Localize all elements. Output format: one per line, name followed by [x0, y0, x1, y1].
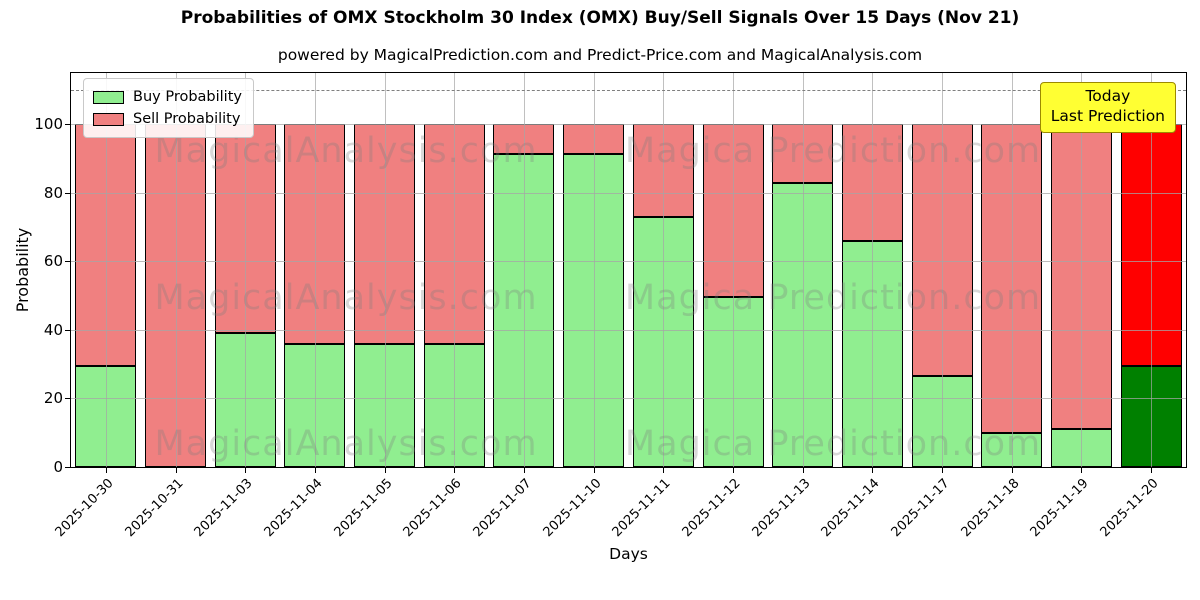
x-tick-mark	[593, 467, 595, 473]
y-tick-label: 40	[43, 320, 63, 339]
x-tick-mark	[802, 467, 804, 473]
h-gridline	[71, 398, 1186, 400]
v-gridline	[593, 73, 595, 467]
today-annotation-line2: Last Prediction	[1050, 107, 1165, 126]
y-tick-mark	[65, 398, 71, 400]
watermark-text: MagicalAnalysis.com	[154, 424, 538, 464]
legend: Buy Probability Sell Probability	[83, 78, 254, 138]
watermark-text: Magica Prediction.com	[624, 424, 1042, 464]
x-tick-mark	[245, 467, 247, 473]
x-axis-title: Days	[609, 545, 648, 563]
x-tick-mark	[454, 467, 456, 473]
y-tick-mark	[65, 192, 71, 194]
x-tick-mark	[105, 467, 107, 473]
x-tick-mark	[523, 467, 525, 473]
sell-swatch-icon	[93, 112, 124, 126]
y-tick-label: 60	[43, 252, 63, 271]
today-annotation-box: Today Last Prediction	[1039, 82, 1176, 133]
h-gridline	[71, 329, 1186, 331]
x-tick-mark	[1151, 467, 1153, 473]
h-gridline	[71, 261, 1186, 263]
y-tick-mark	[65, 329, 71, 331]
h-gridline	[71, 124, 1186, 126]
v-gridline	[1081, 73, 1083, 467]
x-tick-mark	[1011, 467, 1013, 473]
today-annotation-line1: Today	[1085, 87, 1131, 105]
legend-sell-label: Sell Probability	[133, 111, 241, 127]
v-gridline	[733, 73, 735, 467]
y-tick-label: 0	[53, 458, 63, 476]
watermark-text: Magica Prediction.com	[624, 131, 1042, 171]
v-gridline	[1011, 73, 1013, 467]
plot-area: Probability Buy Probability Sell Probabi…	[13, 72, 1187, 563]
v-gridline	[314, 73, 316, 467]
v-gridline	[872, 73, 874, 467]
buy-swatch-icon	[93, 90, 124, 104]
v-gridline	[802, 73, 804, 467]
legend-row-sell: Sell Probability	[93, 108, 242, 130]
chart-subtitle: powered by MagicalPrediction.com and Pre…	[277, 46, 923, 64]
v-gridline	[663, 73, 665, 467]
y-tick-mark	[65, 261, 71, 263]
legend-buy-label: Buy Probability	[133, 89, 242, 105]
x-tick-mark	[314, 467, 316, 473]
y-tick-label: 100	[34, 115, 63, 134]
v-gridline	[105, 73, 107, 467]
y-tick-label: 20	[43, 389, 63, 408]
v-gridline	[1151, 73, 1153, 467]
x-tick-mark	[1081, 467, 1083, 473]
legend-row-buy: Buy Probability	[93, 86, 242, 108]
x-tick-mark	[733, 467, 735, 473]
v-gridline	[245, 73, 247, 467]
v-gridline	[454, 73, 456, 467]
v-gridline	[523, 73, 525, 467]
x-tick-mark	[872, 467, 874, 473]
x-tick-mark	[384, 467, 386, 473]
watermark-text: Magica Prediction.com	[624, 278, 1042, 318]
chart-title: Probabilities of OMX Stockholm 30 Index …	[180, 8, 1020, 28]
v-gridline	[175, 73, 177, 467]
v-gridline	[384, 73, 386, 467]
y-tick-mark	[65, 467, 71, 468]
y-tick-mark	[65, 124, 71, 126]
h-gridline	[71, 192, 1186, 194]
dashed-upper-line	[71, 90, 1186, 92]
watermark-text: MagicalAnalysis.com	[154, 278, 538, 318]
x-tick-mark	[175, 467, 177, 473]
y-tick-label: 80	[43, 183, 63, 202]
v-gridline	[942, 73, 944, 467]
x-tick-mark	[942, 467, 944, 473]
x-tick-mark	[663, 467, 665, 473]
